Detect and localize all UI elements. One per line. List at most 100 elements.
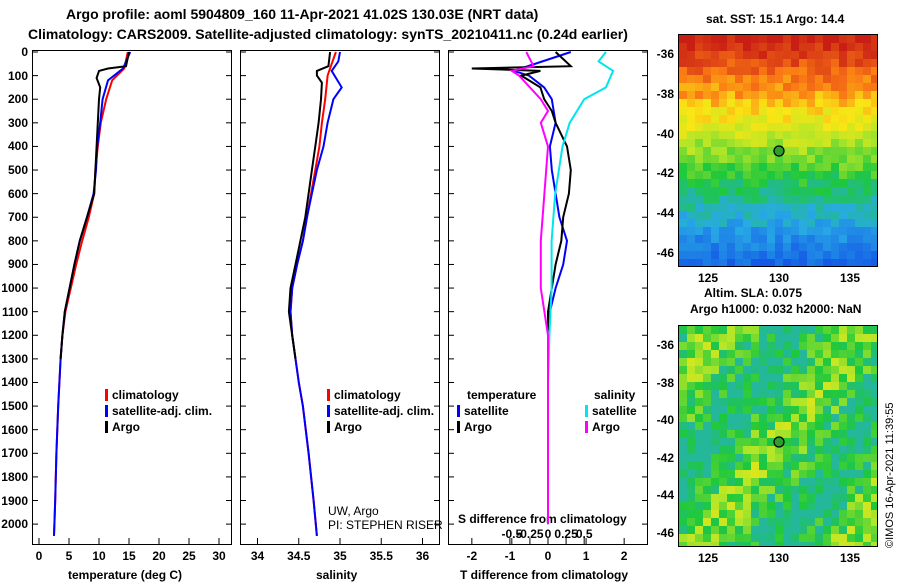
sst-pixel bbox=[679, 211, 687, 219]
sla-pixel bbox=[807, 350, 815, 358]
sla-pixel bbox=[743, 382, 751, 390]
sla-pixel bbox=[815, 494, 823, 502]
sst-pixel bbox=[759, 75, 767, 83]
sst-pixel bbox=[823, 243, 831, 251]
sst-pixel bbox=[791, 243, 799, 251]
sla-pixel bbox=[703, 486, 711, 494]
sla-pixel bbox=[735, 462, 743, 470]
sla-pixel bbox=[759, 366, 767, 374]
sla-pixel bbox=[799, 526, 807, 534]
sst-pixel bbox=[727, 67, 735, 75]
sst-pixel bbox=[807, 67, 815, 75]
sst-pixel bbox=[815, 139, 823, 147]
sst-pixel bbox=[711, 123, 719, 131]
sst-pixel bbox=[871, 67, 877, 75]
sst-pixel bbox=[735, 235, 743, 243]
sla-pixel bbox=[799, 390, 807, 398]
sst-pixel bbox=[735, 259, 743, 266]
sla-pixel bbox=[735, 326, 743, 334]
sla-pixel bbox=[775, 406, 783, 414]
sst-pixel bbox=[687, 195, 695, 203]
sst-pixel bbox=[735, 147, 743, 155]
sst-pixel bbox=[871, 99, 877, 107]
sst-pixel bbox=[743, 99, 751, 107]
sst-pixel bbox=[703, 195, 711, 203]
sst-pixel bbox=[767, 115, 775, 123]
sst-pixel bbox=[735, 99, 743, 107]
sst-pixel bbox=[823, 251, 831, 259]
sla-pixel bbox=[847, 534, 855, 542]
sla-pixel bbox=[839, 382, 847, 390]
sst-pixel bbox=[751, 179, 759, 187]
sst-pixel bbox=[847, 99, 855, 107]
sst-pixel bbox=[863, 195, 871, 203]
sla-pixel bbox=[831, 518, 839, 526]
sla-pixel bbox=[727, 542, 735, 546]
sst-pixel bbox=[687, 123, 695, 131]
sla-pixel bbox=[727, 366, 735, 374]
sst-pixel bbox=[743, 91, 751, 99]
sst-pixel bbox=[799, 75, 807, 83]
depth-tick-label: 1100 bbox=[1, 304, 28, 319]
series-line-climatology bbox=[53, 51, 129, 536]
sla-pixel bbox=[687, 470, 695, 478]
sla-pixel bbox=[839, 342, 847, 350]
sla-pixel bbox=[823, 510, 831, 518]
sla-pixel bbox=[799, 470, 807, 478]
sla-pixel bbox=[799, 326, 807, 334]
sla-pixel bbox=[839, 486, 847, 494]
sst-pixel bbox=[815, 155, 823, 163]
sst-pixel bbox=[783, 51, 791, 59]
sst-pixel bbox=[695, 139, 703, 147]
sla-pixel bbox=[839, 366, 847, 374]
sla-pixel bbox=[775, 398, 783, 406]
sla-pixel bbox=[799, 494, 807, 502]
sst-pixel bbox=[871, 115, 877, 123]
sla-pixel bbox=[719, 454, 727, 462]
sst-pixel bbox=[855, 75, 863, 83]
x-tick-label: 34 bbox=[250, 549, 265, 563]
sla-pixel bbox=[871, 502, 877, 510]
sla-pixel bbox=[791, 510, 799, 518]
sla-pixel bbox=[695, 422, 703, 430]
sst-pixel bbox=[743, 59, 751, 67]
depth-tick-label: 1700 bbox=[1, 446, 28, 461]
sst-pixel bbox=[759, 243, 767, 251]
sla-pixel bbox=[807, 342, 815, 350]
sst-pixel bbox=[783, 59, 791, 67]
temperature-panel bbox=[32, 50, 232, 545]
sla-pixel bbox=[687, 486, 695, 494]
sla-pixel bbox=[807, 446, 815, 454]
sst-pixel bbox=[871, 75, 877, 83]
sla-pixel bbox=[759, 470, 767, 478]
sst-pixel bbox=[815, 163, 823, 171]
sst-pixel bbox=[703, 163, 711, 171]
sst-pixel bbox=[783, 203, 791, 211]
sst-pixel bbox=[783, 147, 791, 155]
sst-pixel bbox=[791, 187, 799, 195]
sst-pixel bbox=[871, 195, 877, 203]
sst-pixel bbox=[679, 235, 687, 243]
sla-pixel bbox=[679, 326, 687, 334]
sla-pixel bbox=[863, 358, 871, 366]
sst-pixel bbox=[807, 43, 815, 51]
sst-pixel bbox=[863, 107, 871, 115]
lat-tick-label: -40 bbox=[656, 126, 674, 141]
sla-pixel bbox=[719, 422, 727, 430]
sst-pixel bbox=[767, 259, 775, 266]
sst-pixel bbox=[695, 195, 703, 203]
sst-pixel bbox=[767, 163, 775, 171]
sst-pixel bbox=[703, 251, 711, 259]
sst-pixel bbox=[871, 243, 877, 251]
sst-pixel bbox=[807, 259, 815, 266]
sst-pixel bbox=[751, 147, 759, 155]
sla-pixel bbox=[687, 462, 695, 470]
x-tick-label: 0.25 bbox=[554, 527, 578, 541]
sla-pixel bbox=[735, 494, 743, 502]
sla-pixel bbox=[847, 438, 855, 446]
sla-pixel bbox=[823, 334, 831, 342]
sst-pixel bbox=[719, 227, 727, 235]
sst-pixel bbox=[791, 107, 799, 115]
sla-pixel bbox=[679, 526, 687, 534]
depth-tick-label: 900 bbox=[7, 257, 28, 272]
